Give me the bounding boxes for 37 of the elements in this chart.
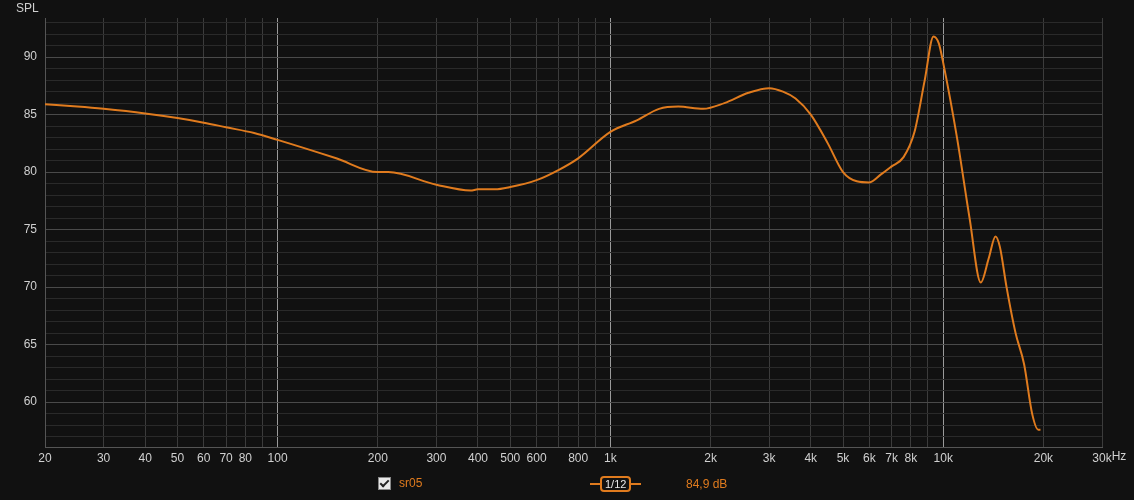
x-tick-label: 600 (526, 450, 547, 465)
text: 1/12 (600, 476, 632, 492)
x-tick-label: 80 (238, 450, 253, 465)
x-tick-label: 800 (568, 450, 589, 465)
x-tick-label: 50 (170, 450, 185, 465)
x-tick-label: 5k (836, 450, 851, 465)
x-tick-label: 20 (38, 450, 52, 465)
x-tick-label: 30 (96, 450, 111, 465)
x-tick-label: 60 (197, 450, 211, 465)
x-tick-label: 400 (467, 450, 489, 465)
x-tick-label: 100 (267, 450, 288, 465)
y-axis-title: SPL (16, 1, 40, 16)
text: 84,9 dB (686, 477, 728, 491)
x-tick-label: 200 (367, 450, 389, 465)
x-tick-label: 500 (500, 450, 521, 465)
x-tick-label: 4k (804, 450, 819, 465)
x-tick-label: 1k (604, 450, 618, 465)
x-tick-label: 300 (426, 450, 447, 465)
x-tick-label: 10k (933, 450, 954, 465)
x-tick-label: 70 (219, 450, 234, 465)
text: sr05 (399, 476, 423, 490)
y-tick-label: 70 (23, 279, 38, 294)
y-tick-label: 90 (23, 49, 38, 64)
y-tick-label: 65 (23, 336, 38, 351)
x-tick-label: 7k (885, 450, 899, 465)
y-tick-label: 80 (23, 164, 38, 179)
x-tick-label: 3k (762, 450, 777, 465)
x-tick-label: 30k (1092, 450, 1113, 465)
y-tick-label: 75 (23, 221, 38, 236)
x-axis-title: Hz (1111, 449, 1127, 464)
x-tick-label: 2k (704, 450, 718, 465)
x-tick-label: 40 (138, 450, 153, 465)
y-tick-label: 85 (23, 106, 38, 121)
y-tick-label: 60 (23, 394, 38, 409)
x-tick-label: 8k (904, 450, 919, 465)
x-tick-label: 20k (1033, 450, 1055, 465)
x-tick-label: 6k (863, 450, 877, 465)
